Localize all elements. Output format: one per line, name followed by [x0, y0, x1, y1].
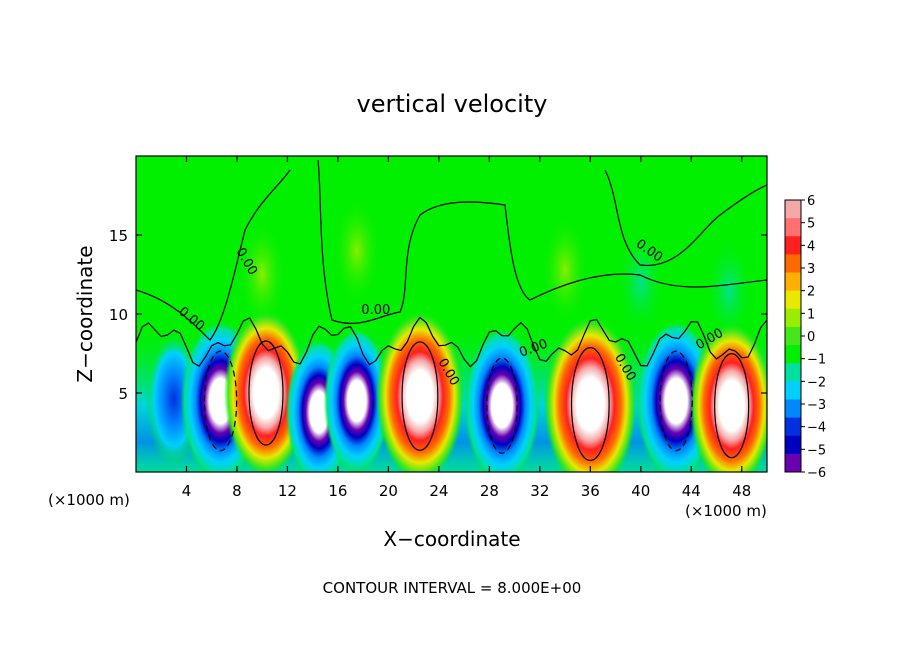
x-tick-label: 44 — [682, 482, 701, 500]
colorbar-swatch — [785, 236, 801, 255]
colorbar-swatch — [785, 308, 801, 328]
contour-interval-footer: CONTOUR INTERVAL = 8.000E+00 — [323, 579, 582, 597]
colorbar-tick-label: −1 — [807, 353, 826, 368]
x-unit-left: (×1000 m) — [48, 491, 130, 509]
y-axis-label: Z−coordinate — [73, 245, 97, 382]
colorbar-swatch — [785, 399, 801, 419]
colorbar-swatch — [785, 272, 801, 292]
colorbar-swatch — [785, 453, 801, 473]
plot-area: 0.000.00 0.000.000.000.000.000.00 4 8 12 16 2… — [109, 155, 768, 500]
cell-contour-7 — [486, 357, 518, 454]
x-tick-label: 24 — [429, 482, 448, 500]
y-tick-label: 5 — [118, 385, 128, 403]
colorbar-swatch — [785, 417, 801, 437]
zero-contour-upper-2 — [317, 159, 767, 324]
x-tick-label: 28 — [480, 482, 499, 500]
x-tick-label: 16 — [328, 482, 347, 500]
chart-title: vertical velocity — [357, 90, 548, 118]
x-tick-label: 32 — [530, 482, 549, 500]
colorbar-tick-label: −4 — [807, 421, 826, 436]
updraft-cell-10 — [689, 322, 767, 472]
colorbar-tick-label: 3 — [807, 262, 815, 277]
colorbar-swatch — [785, 363, 801, 382]
x-tick-label: 40 — [631, 482, 650, 500]
y-tick-label: 15 — [109, 227, 128, 245]
x-unit-right: (×1000 m) — [685, 502, 767, 520]
colorbar-tick-label: 6 — [807, 194, 815, 209]
colorbar-tick-label: 0 — [807, 330, 815, 345]
colorbar-tick-label: −6 — [807, 466, 826, 481]
colorbar-tick-label: −2 — [807, 375, 826, 390]
updraft-cell-3 — [223, 310, 308, 472]
downdraft-cell-7 — [464, 327, 540, 472]
x-tick-label: 8 — [232, 482, 242, 500]
updraft-cell-6 — [375, 310, 465, 472]
cell-contour-2 — [203, 350, 238, 452]
colorbar-tick-label: 2 — [807, 285, 815, 300]
cell-contour-3 — [248, 340, 284, 446]
colorbar-tick-label: 4 — [807, 239, 815, 254]
cell-contour-9 — [659, 350, 693, 452]
y-tick-label: 10 — [109, 306, 128, 324]
zero-contour-upper-1 — [136, 169, 291, 341]
zero-contour-upper-3 — [604, 169, 767, 266]
colorbar-tick-label: −3 — [807, 398, 826, 413]
colorbar: 6 5 4 3 2 1 0 −1 −2 −3 −4 −5 −6 — [784, 194, 826, 481]
zero-contour-low — [136, 316, 767, 368]
updraft-cell-8 — [543, 316, 637, 472]
colorbar-tick-label: −5 — [807, 443, 826, 458]
plume-2 — [332, 195, 381, 306]
cell-contour-8 — [570, 347, 610, 462]
colorbar-swatch — [785, 435, 801, 455]
x-tick-label: 20 — [379, 482, 398, 500]
colorbar-swatch — [785, 326, 801, 346]
colorbar-swatch — [785, 381, 801, 400]
x-tick-label: 12 — [278, 482, 297, 500]
cell-contour-6 — [401, 341, 439, 451]
colorbar-swatch — [785, 345, 801, 364]
x-tick-label: 36 — [581, 482, 600, 500]
cell-contour-10 — [714, 353, 750, 459]
contour-label-3: 0.00 — [361, 303, 390, 318]
colorbar-tick-label: 1 — [807, 307, 815, 322]
colorbar-swatch — [785, 254, 801, 274]
plume-5 — [705, 235, 754, 346]
x-axis-label: X−coordinate — [383, 527, 520, 551]
colorbar-swatch — [785, 218, 801, 237]
colorbar-swatch — [785, 290, 801, 310]
downdraft-cell-5 — [323, 327, 391, 472]
x-tick-label: 4 — [182, 482, 192, 500]
plume-3 — [541, 214, 590, 325]
plume-4 — [616, 227, 665, 338]
colorbar-swatch — [785, 200, 801, 219]
x-tick-label: 48 — [732, 482, 751, 500]
colorbar-tick-label: 5 — [807, 217, 815, 232]
plume-1 — [238, 219, 287, 330]
